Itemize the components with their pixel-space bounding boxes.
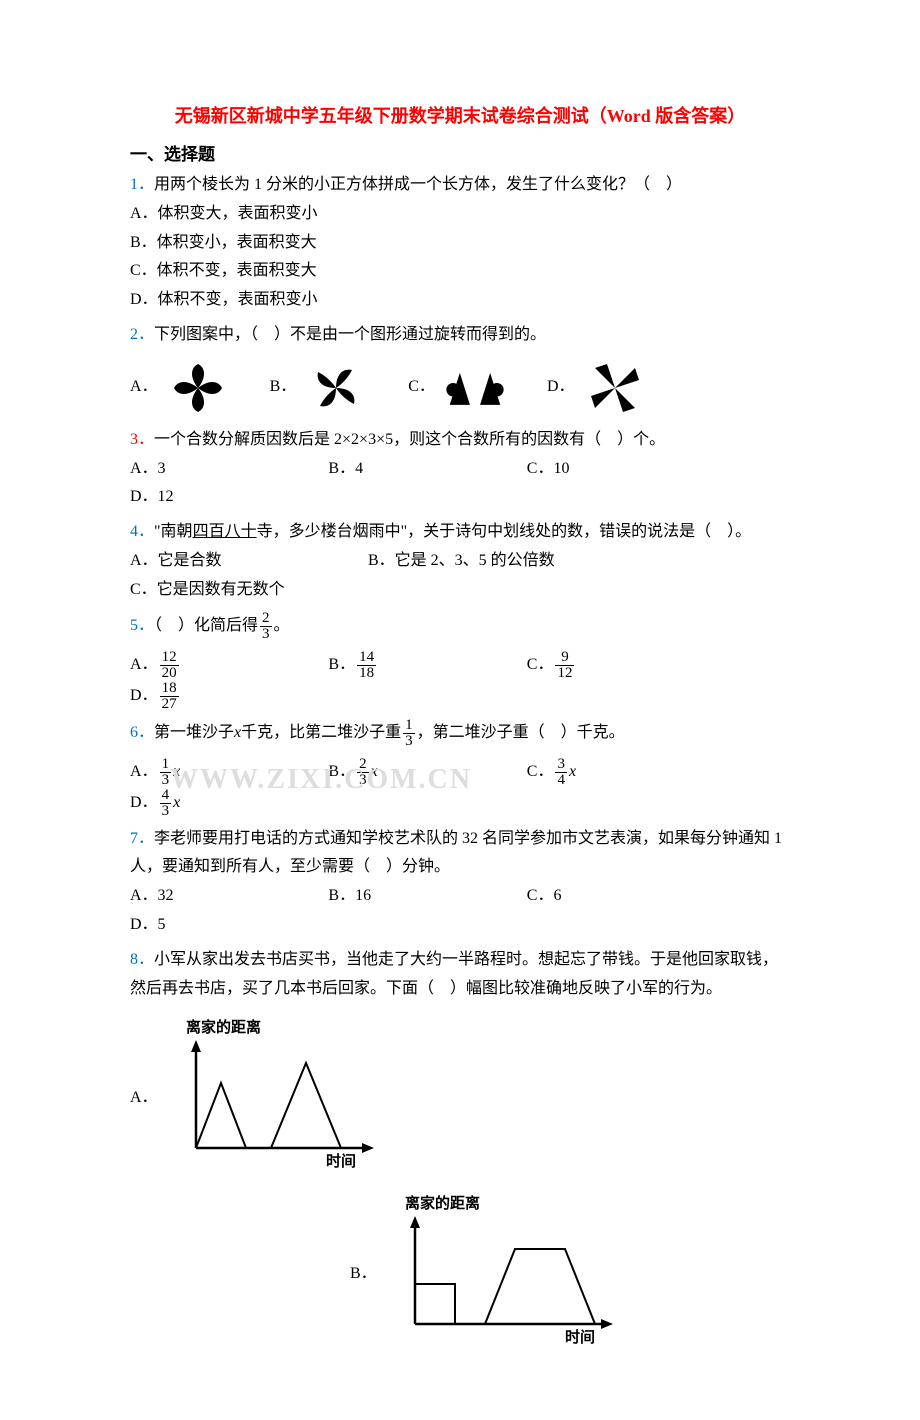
q-post: ，第二堆沙子重（ ）千克。 (417, 724, 625, 741)
q-text: 一个合数分解质因数后是 2×2×3×5，则这个合数所有的因数有（ ）个。 (154, 431, 665, 448)
option-b: B． (270, 360, 369, 416)
q-num: 1． (130, 176, 154, 193)
question-1: 1．用两个棱长为 1 分米的小正方体拼成一个长方体，发生了什么变化？（ ） A．… (130, 171, 790, 315)
section-header: 一、选择题 (130, 140, 790, 171)
question-7: 7．李老师要用打电话的方式通知学校艺术队的 32 名同学参加市文艺表演，如果每分… (130, 825, 790, 940)
option-d: D．5 (130, 911, 288, 940)
option-b: B．体积变小，表面积变大 (130, 229, 447, 258)
q-pre: （ ）化简后得 (154, 617, 258, 634)
option-a: A．3 (130, 455, 288, 484)
option-d: D．1827 (130, 681, 288, 712)
option-c: C．912 (527, 650, 685, 681)
option-b: B．4 (328, 455, 486, 484)
q-pre: "南朝 (154, 523, 193, 540)
q-text: 下列图案中，（ ）不是由一个图形通过旋转而得到的。 (154, 326, 546, 343)
question-6: 6．第一堆沙子x千克，比第二堆沙子重13，第二堆沙子重（ ）千克。 A．13x … (130, 718, 790, 819)
q-num: 2． (130, 326, 154, 343)
option-b: B．它是 2、3、5 的公倍数 (368, 547, 606, 576)
pattern-icon-d (583, 360, 647, 416)
q-num: 3． (130, 431, 154, 448)
option-a-graph: A． 离家的距离 时间 (130, 1018, 790, 1179)
pattern-icon-c (443, 360, 507, 416)
q-num: 7． (130, 830, 154, 847)
question-5: 5．（ ）化简后得23。 A．1220 B．1418 C．912 D．1827 (130, 611, 790, 712)
option-a: A．13x (130, 757, 288, 788)
option-a: A．1220 (130, 650, 288, 681)
option-b: B．23x (328, 757, 486, 788)
y-axis-label: 离家的距离 (405, 1194, 480, 1212)
q-post: 。 (274, 617, 290, 634)
option-d: D．43x (130, 788, 288, 819)
q-mid: 千克，比第二堆沙子重 (241, 724, 401, 741)
exam-title: 无锡新区新城中学五年级下册数学期末试卷综合测试（Word 版含答案） (130, 100, 790, 132)
option-c: C．体积不变，表面积变大 (130, 257, 447, 286)
option-c: C． (408, 360, 507, 416)
q-underline: 四百八十 (193, 523, 257, 540)
x-axis-label: 时间 (565, 1328, 595, 1344)
question-8: 8．小军从家出发去书店买书，当他走了大约一半路程时。想起忘了带钱。于是他回家取钱… (130, 946, 790, 1355)
option-a: A．体积变大，表面积变小 (130, 200, 447, 229)
question-3: 3．一个合数分解质因数后是 2×2×3×5，则这个合数所有的因数有（ ）个。 A… (130, 426, 790, 512)
q-num: 8． (130, 951, 154, 968)
option-c: C．它是因数有无数个 (130, 576, 328, 605)
option-a: A．32 (130, 882, 288, 911)
opt-label: B． (350, 1260, 377, 1289)
q-text: 小军从家出发去书店买书，当他走了大约一半路程时。想起忘了带钱。于是他回家取钱，然… (130, 951, 778, 997)
option-a: A．它是合数 (130, 547, 328, 576)
q-text: 用两个棱长为 1 分米的小正方体拼成一个长方体，发生了什么变化？（ ） (154, 176, 682, 193)
q-num: 4． (130, 523, 154, 540)
option-c: C．34x (527, 757, 685, 788)
q-pre: 第一堆沙子 (154, 724, 234, 741)
option-a: A． (130, 360, 230, 416)
opt-label: C． (408, 373, 435, 402)
opt-label: A． (130, 1084, 158, 1113)
q-num: 5． (130, 617, 154, 634)
option-d: D．12 (130, 483, 288, 512)
pattern-icon-a (166, 360, 230, 416)
pattern-icon-b (304, 360, 368, 416)
question-2: 2．下列图案中，（ ）不是由一个图形通过旋转而得到的。 A． B． (130, 321, 790, 416)
fraction: 13 (403, 718, 415, 749)
option-b: B．16 (328, 882, 486, 911)
option-c: C．10 (527, 455, 685, 484)
y-axis-label: 离家的距离 (186, 1018, 261, 1036)
q-num: 6． (130, 724, 154, 741)
option-d: D． (547, 360, 647, 416)
x-axis-label: 时间 (326, 1152, 356, 1168)
option-c: C．6 (527, 882, 685, 911)
opt-label: D． (547, 373, 575, 402)
q-post: 寺，多少楼台烟雨中"，关于诗句中划线处的数，错误的说法是（ ）。 (257, 523, 752, 540)
option-b: B．1418 (328, 650, 486, 681)
question-4: 4．"南朝四百八十寺，多少楼台烟雨中"，关于诗句中划线处的数，错误的说法是（ ）… (130, 518, 790, 604)
option-d: D．体积不变，表面积变小 (130, 286, 447, 315)
opt-label: A． (130, 373, 158, 402)
fraction: 23 (260, 611, 272, 642)
opt-label: B． (270, 373, 297, 402)
q-text: 李老师要用打电话的方式通知学校艺术队的 32 名同学参加市文艺表演，如果每分钟通… (130, 830, 782, 876)
option-b-graph: B． 离家的距离 时间 (350, 1194, 790, 1355)
